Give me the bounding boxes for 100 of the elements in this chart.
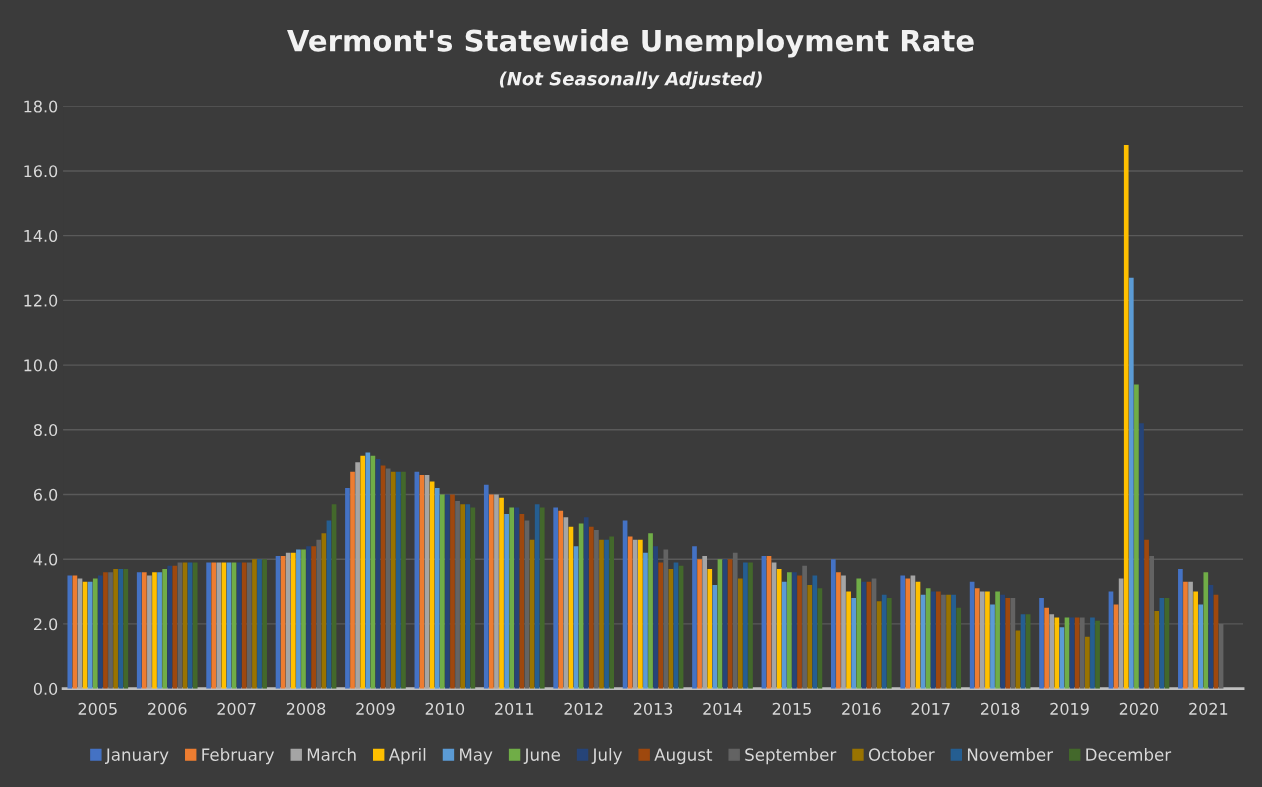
bar (103, 572, 108, 689)
bar (445, 494, 450, 689)
bar (1090, 617, 1095, 689)
bar (886, 598, 892, 689)
y-tick-label: 14.0 (24, 229, 58, 242)
bar (846, 591, 851, 689)
legend-label: January (105, 748, 169, 765)
y-tick-label: 2.0 (34, 618, 58, 631)
bar (494, 494, 499, 689)
bar (455, 500, 460, 689)
bar (941, 594, 946, 689)
bar (648, 533, 653, 689)
legend-label: May (460, 748, 493, 765)
bar (807, 585, 813, 689)
bar (974, 588, 980, 689)
bar (1144, 539, 1149, 689)
chart-title: Vermont's Statewide Unemployment Rate (287, 29, 974, 58)
bar (841, 575, 846, 689)
bar (390, 471, 396, 689)
bar (301, 549, 306, 689)
bar (643, 552, 648, 689)
bar (1128, 277, 1134, 689)
x-tick-label: 2021 (1189, 702, 1228, 715)
x-tick-label: 2019 (1050, 702, 1089, 715)
bar (534, 504, 540, 689)
x-tick-label: 2013 (633, 702, 673, 715)
y-tick-label: 16.0 (24, 165, 58, 178)
bar (812, 575, 818, 689)
bar (990, 604, 995, 689)
bar (856, 578, 862, 689)
bar (216, 562, 222, 689)
bar (350, 471, 355, 689)
bar (697, 559, 702, 689)
bar (247, 562, 252, 689)
bar (67, 575, 73, 689)
bar (1000, 594, 1006, 689)
bar (192, 562, 198, 689)
bar (509, 507, 515, 689)
bar (1095, 620, 1100, 689)
bar (290, 552, 296, 689)
bar (123, 568, 129, 689)
bar (627, 536, 633, 689)
bar (241, 562, 247, 689)
legend-label: March (307, 748, 356, 761)
x-tick-label: 2009 (356, 702, 395, 715)
bar (1178, 568, 1183, 689)
bar (147, 575, 152, 689)
bar (905, 578, 911, 689)
bar (152, 572, 157, 689)
bar (583, 517, 589, 689)
legend-label: November (967, 748, 1054, 761)
bar (1049, 614, 1055, 689)
bar (1134, 384, 1139, 689)
bar (900, 575, 906, 689)
bar (206, 562, 211, 689)
bar (136, 572, 142, 689)
x-tick-label: 2020 (1119, 702, 1159, 715)
legend-label: February (202, 748, 275, 765)
bar (1054, 617, 1060, 689)
y-tick-label: 6.0 (33, 488, 58, 501)
bar (365, 452, 371, 689)
bar (118, 568, 124, 689)
bar (1085, 636, 1090, 689)
bar (345, 488, 350, 689)
bar (609, 536, 615, 689)
y-tick-label: 8.0 (33, 424, 58, 437)
bar (692, 546, 697, 689)
bar (588, 526, 594, 689)
bar (737, 578, 743, 689)
bar (1188, 581, 1193, 689)
bar (396, 471, 401, 689)
x-tick-label: 2015 (772, 702, 811, 715)
bar (1123, 145, 1129, 689)
bar (1154, 610, 1160, 689)
bar (1005, 598, 1011, 689)
bar (296, 549, 301, 689)
legend-label: April (388, 748, 426, 765)
bar (881, 594, 887, 689)
bar (157, 572, 162, 689)
bar (1193, 591, 1198, 689)
bar (702, 555, 708, 689)
bar (599, 539, 604, 689)
y-tick-label: 0.0 (33, 682, 58, 695)
bar (797, 575, 802, 689)
bar (162, 568, 168, 689)
bar (257, 559, 262, 689)
legend-label: August (654, 748, 713, 765)
bar (285, 552, 291, 689)
bar (236, 562, 242, 689)
legend-label: September (745, 748, 837, 765)
bar (985, 591, 990, 689)
bar (594, 530, 599, 689)
bar (1198, 604, 1204, 689)
bar (252, 559, 257, 689)
bar (355, 462, 360, 689)
x-tick-label: 2018 (980, 702, 1020, 715)
bar (930, 591, 936, 689)
bar (1183, 581, 1188, 689)
bar (851, 598, 857, 689)
bar (1074, 617, 1080, 689)
